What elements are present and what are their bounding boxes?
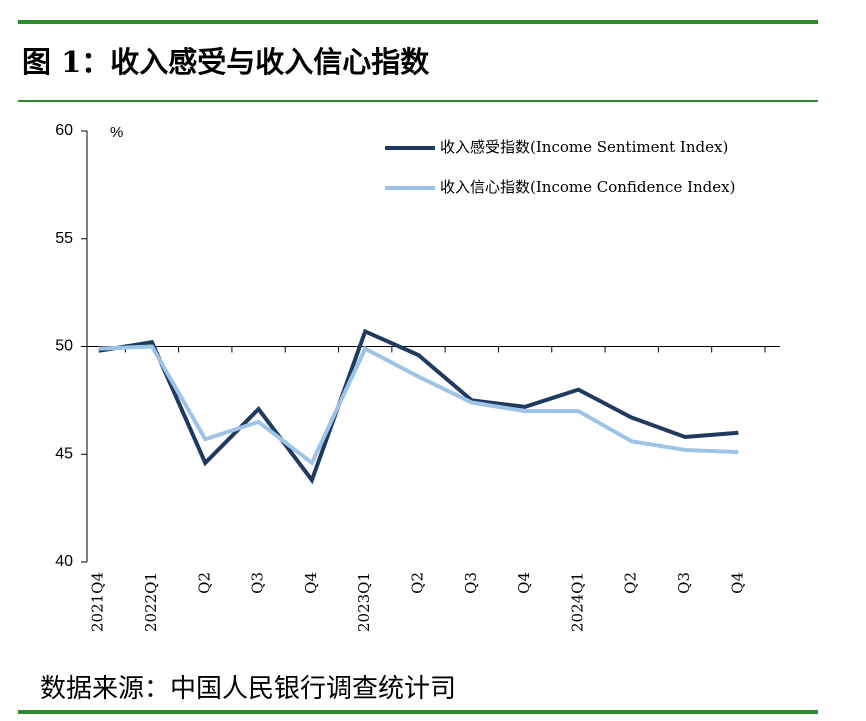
y-tick-label: 45 bbox=[55, 445, 73, 462]
source-note: 数据来源：中国人民银行调查统计司 bbox=[40, 674, 456, 704]
x-tick-label: 2024Q1 bbox=[568, 572, 586, 632]
x-tick-label: Q3 bbox=[462, 572, 480, 594]
x-tick-label: Q4 bbox=[302, 572, 320, 594]
x-tick-label: Q4 bbox=[515, 572, 533, 594]
x-tick-label: Q4 bbox=[728, 572, 746, 594]
x-tick-label: Q2 bbox=[195, 572, 213, 594]
x-tick-label: 2021Q4 bbox=[89, 572, 107, 632]
y-tick-label: 40 bbox=[55, 553, 73, 570]
y-tick-label: 55 bbox=[55, 230, 73, 247]
series-line bbox=[98, 344, 739, 466]
x-tick-label: Q2 bbox=[622, 572, 640, 594]
legend-label: 收入信心指数(Income Confidence Index) bbox=[440, 178, 735, 196]
series-line bbox=[98, 328, 739, 485]
x-tick-label: 2023Q1 bbox=[355, 572, 373, 632]
figure-title: 图 1：收入感受与收入信心指数 bbox=[22, 45, 430, 79]
legend-label: 收入感受指数(Income Sentiment Index) bbox=[440, 138, 728, 156]
y-tick-label: 60 bbox=[55, 122, 73, 139]
x-tick-label: Q3 bbox=[249, 572, 267, 594]
y-unit: % bbox=[110, 124, 123, 141]
x-tick-label: Q3 bbox=[675, 572, 693, 594]
x-tick-label: 2022Q1 bbox=[142, 572, 160, 632]
x-tick-label: Q2 bbox=[409, 572, 427, 594]
y-tick-label: 50 bbox=[55, 338, 73, 355]
